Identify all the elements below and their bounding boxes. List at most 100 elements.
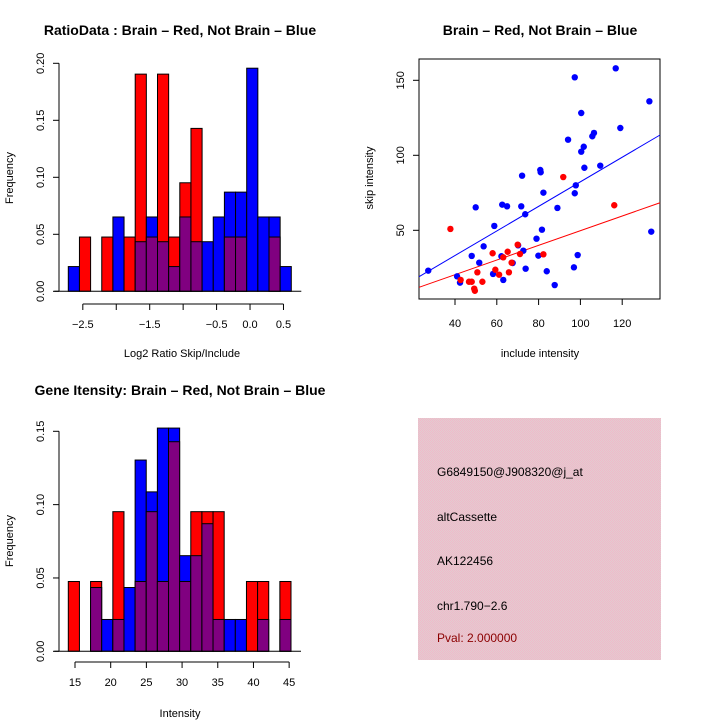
point-not-brain [617,124,624,132]
x-tick-label: 80 [532,318,544,330]
point-not-brain [571,74,578,81]
point-not-brain [554,204,561,212]
bar-overlap [179,216,192,292]
point-brain [447,225,454,233]
bar-not-brain [123,587,136,652]
point-not-brain [570,264,578,271]
point-not-brain [578,109,585,117]
bar-not-brain [67,266,80,292]
point-not-brain [581,164,588,171]
y-tick-label: 0.15 [35,421,47,442]
point-not-brain [551,281,558,289]
point-not-brain [425,267,432,274]
y-tick-label: 0.10 [35,167,47,188]
x-tick-label: 60 [491,318,503,330]
scatter-title: Brain – Red, Not Brain – Blue [443,22,638,38]
gene-intensity-xlabel: Intensity [160,708,201,720]
x-tick-label: 40 [247,677,259,689]
intensity-scatter-panel: Brain – Red, Not Brain – Blue 40 60 80 100 1… [364,22,661,360]
point-brain [471,287,479,294]
bar-overlap [157,241,170,292]
location-text: chr1.790−2.6 [437,599,508,613]
point-not-brain [480,243,487,250]
point-not-brain [612,65,619,72]
x-tick-label: 40 [449,318,461,330]
fit-line-not-brain [418,134,661,278]
bar-overlap [257,618,270,652]
probe-id-text: G6849150@J908320@j_at [437,465,583,479]
bar-brain [245,580,259,652]
point-brain [468,278,475,285]
bar-overlap [168,441,181,652]
bar-brain [78,236,92,292]
ratio-histogram-title: RatioData : Brain – Red, Not Brain – Blu… [44,22,316,38]
point-not-brain [518,203,525,210]
point-brain [508,259,515,266]
pval-text: Pval: 2.000000 [437,631,517,645]
point-not-brain [572,182,580,189]
point-brain [505,269,513,276]
bar-not-brain [246,67,259,292]
point-brain [514,241,521,248]
point-not-brain [574,251,581,259]
point-not-brain [597,162,604,169]
point-not-brain [538,226,546,233]
point-not-brain [518,172,526,179]
x-tick-label: 120 [613,318,631,330]
bar-overlap [190,241,203,292]
bar-overlap [145,236,159,292]
x-tick-label: 35 [212,677,224,689]
x-tick-label: 20 [105,677,117,689]
point-not-brain [578,148,585,155]
bar-overlap [145,511,158,652]
scatter-fit-lines [418,134,661,288]
point-not-brain [499,201,506,208]
bar-not-brain [101,618,114,652]
bar-overlap [134,241,147,292]
ratio-histogram-bars [67,67,292,292]
ratio-histogram-axes: −2.5 −1.5 −0.5 0.0 0.5 0.00 0.05 0.10 0.15 0.20 [35,53,302,331]
bar-brain [67,580,80,652]
y-tick-label: 0.20 [35,53,47,74]
point-not-brain [648,228,655,235]
point-not-brain [491,222,498,230]
bar-overlap [90,587,103,652]
point-brain [495,271,503,278]
x-tick-label: 0.5 [276,319,291,331]
point-brain [489,250,496,257]
point-not-brain [535,252,542,259]
fit-line-brain [418,202,661,288]
point-not-brain [571,190,578,197]
x-tick-label: 30 [176,677,188,689]
y-tick-label: 0.05 [35,224,47,245]
bar-overlap [201,523,214,652]
x-tick-label: 45 [283,677,295,689]
bar-overlap [212,618,225,652]
y-tick-label: 100 [395,146,407,164]
point-not-brain [522,211,529,218]
point-brain [516,250,524,258]
bar-not-brain [112,216,125,292]
bar-overlap [279,618,292,652]
point-brain [560,173,567,181]
gene-intensity-ylabel: Frequency [4,515,16,567]
x-tick-label: 15 [69,677,81,689]
x-tick-label: −0.5 [206,319,228,331]
bar-not-brain [223,618,236,652]
point-brain [492,266,499,273]
y-tick-label: 50 [395,224,407,236]
bar-overlap [268,236,281,292]
x-tick-label: −1.5 [139,319,161,331]
y-tick-label: 0.00 [35,281,47,302]
bar-not-brain [234,618,247,652]
point-not-brain [537,169,544,176]
y-tick-label: 0.10 [35,494,47,515]
ratio-histogram-xlabel: Log2 Ratio Skip/Include [124,348,240,360]
ratio-histogram-panel: RatioData : Brain – Red, Not Brain – Blu… [4,22,316,360]
bar-overlap [179,580,192,652]
bar-overlap [112,618,125,652]
ratio-histogram-ylabel: Frequency [4,152,16,204]
bar-not-brain [201,241,214,292]
y-tick-label: 0.05 [35,567,47,588]
point-not-brain [500,276,507,284]
